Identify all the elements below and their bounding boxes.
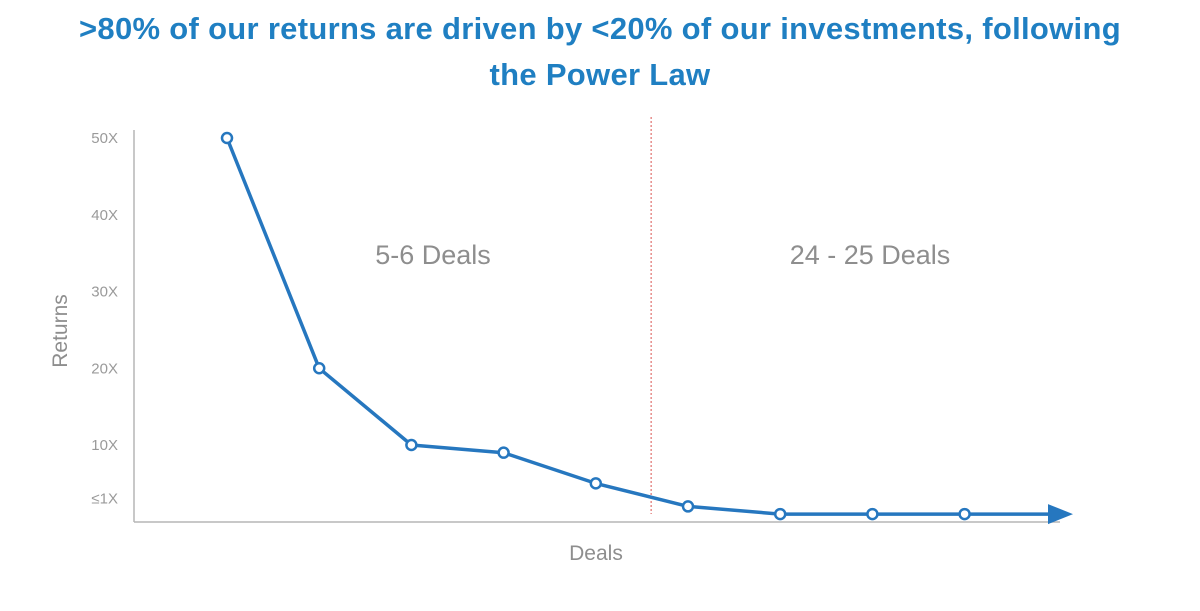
data-point (773, 507, 787, 521)
y-tick-label: 20X (91, 360, 118, 377)
x-axis-label: Deals (569, 542, 623, 565)
x-axis-arrowhead (1048, 504, 1073, 525)
data-point (220, 131, 234, 145)
chart-title-line-1: >80% of our returns are driven by <20% o… (79, 11, 1121, 46)
data-point (312, 362, 326, 375)
data-point (958, 507, 971, 521)
data-point (866, 507, 879, 521)
y-tick-label: 40X (91, 207, 118, 224)
data-point (497, 446, 510, 459)
data-point (589, 477, 603, 490)
annotation-left: 5-6 Deals (375, 240, 491, 270)
y-tick-label: 50X (91, 130, 118, 147)
y-tick-label: 30X (91, 284, 118, 301)
annotation-right: 24 - 25 Deals (790, 240, 951, 270)
data-point (405, 438, 418, 452)
series-line (225, 137, 1050, 516)
y-tick-label: ≤1X (91, 491, 118, 508)
data-points (220, 131, 971, 521)
data-point (681, 500, 695, 513)
chart-title: >80% of our returns are driven by <20% o… (0, 6, 1200, 98)
y-tick-label: 10X (91, 437, 118, 454)
chart-title-line-2: the Power Law (489, 57, 711, 92)
y-axis-label: Returns (49, 294, 72, 368)
y-tick-labels: 50X 40X 30X 20X 10X ≤1X (91, 130, 118, 508)
